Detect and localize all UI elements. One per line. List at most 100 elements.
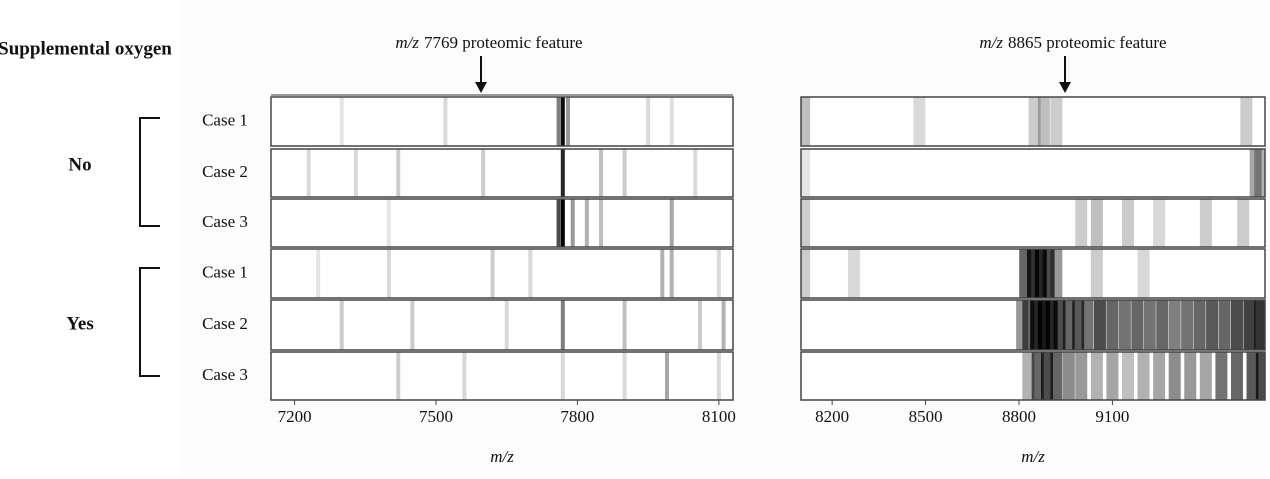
lane-border xyxy=(270,148,734,198)
band xyxy=(1121,199,1134,247)
lane-bands xyxy=(339,97,674,146)
band xyxy=(716,249,721,298)
band xyxy=(1246,352,1259,400)
band xyxy=(622,149,627,197)
band xyxy=(599,199,603,247)
band xyxy=(599,149,603,197)
group-label: Yes xyxy=(66,313,93,334)
band xyxy=(396,352,401,400)
bracket xyxy=(139,267,160,377)
band xyxy=(1237,199,1250,247)
lane xyxy=(271,149,733,197)
band xyxy=(646,97,651,146)
band xyxy=(1206,300,1219,350)
band xyxy=(1028,97,1041,146)
band xyxy=(528,249,533,298)
band xyxy=(1137,352,1150,400)
lane-border xyxy=(270,96,734,147)
band xyxy=(698,300,702,350)
band xyxy=(353,149,358,197)
x-tick-label: 7200 xyxy=(278,407,312,426)
band xyxy=(386,249,391,298)
lane-bands xyxy=(1016,300,1265,350)
x-tick-label: 7500 xyxy=(419,407,453,426)
band xyxy=(1184,352,1197,400)
lane-bands xyxy=(306,149,698,197)
panel-title: m/z 7769 proteomic feature xyxy=(395,33,582,52)
lane xyxy=(801,97,1265,146)
band xyxy=(490,249,495,298)
band xyxy=(1016,300,1029,350)
x-tick-label: 8800 xyxy=(1002,407,1036,426)
x-tick-label: 8100 xyxy=(702,407,736,426)
band xyxy=(462,352,467,400)
band xyxy=(1240,97,1253,146)
band xyxy=(1181,300,1194,350)
band xyxy=(339,300,344,350)
band xyxy=(1053,300,1066,350)
band xyxy=(1199,352,1212,400)
band xyxy=(913,97,926,146)
band xyxy=(443,97,448,146)
band xyxy=(556,97,561,146)
band xyxy=(669,249,674,298)
band xyxy=(1072,300,1085,350)
band xyxy=(396,149,401,197)
band xyxy=(1230,300,1243,350)
band xyxy=(560,352,565,400)
title-italic: m/z xyxy=(395,33,419,52)
band xyxy=(847,249,860,298)
lane-border xyxy=(800,299,1266,351)
lane-border xyxy=(270,351,734,401)
lane-border xyxy=(800,96,1266,147)
band xyxy=(1230,352,1243,400)
band xyxy=(801,149,811,197)
band xyxy=(1050,352,1063,400)
band xyxy=(1255,352,1265,400)
band xyxy=(306,149,311,197)
band xyxy=(1153,199,1166,247)
lane-border xyxy=(270,299,734,351)
band xyxy=(1156,300,1169,350)
band xyxy=(1041,352,1054,400)
band xyxy=(584,199,589,247)
row-label: Case 1 xyxy=(202,110,248,129)
band xyxy=(1131,300,1144,350)
band xyxy=(570,199,575,247)
lane-bands xyxy=(339,300,726,350)
band xyxy=(504,300,509,350)
band xyxy=(1137,249,1150,298)
band xyxy=(660,249,665,298)
band xyxy=(1218,300,1231,350)
lane-bands xyxy=(316,249,721,298)
title-text: 7769 proteomic feature xyxy=(424,33,583,52)
lane-border xyxy=(270,248,734,299)
x-tick-label: 9100 xyxy=(1095,407,1129,426)
band xyxy=(1153,352,1166,400)
band xyxy=(1022,352,1035,400)
lane-border xyxy=(800,148,1266,198)
band xyxy=(1090,249,1103,298)
band xyxy=(1193,300,1206,350)
band xyxy=(1215,352,1228,400)
x-tick-label: 8500 xyxy=(909,407,943,426)
lane xyxy=(801,199,1265,247)
band xyxy=(801,97,811,146)
bracket xyxy=(139,117,160,227)
lane-bands xyxy=(801,249,1150,298)
lane xyxy=(801,149,1265,197)
band xyxy=(1093,300,1106,350)
band xyxy=(560,149,565,197)
lane xyxy=(271,97,733,146)
row-header: Supplemental oxygen xyxy=(0,38,172,59)
band xyxy=(560,97,565,146)
band xyxy=(1168,300,1181,350)
panel-title: m/z 8865 proteomic feature xyxy=(979,33,1166,52)
band xyxy=(1243,300,1256,350)
x-axis-label: m/z xyxy=(490,447,514,466)
arrow-head xyxy=(1059,82,1071,93)
band xyxy=(801,249,811,298)
lane-bands xyxy=(801,149,1265,197)
lane-bands xyxy=(801,97,1253,146)
lane-bands xyxy=(1022,352,1265,400)
